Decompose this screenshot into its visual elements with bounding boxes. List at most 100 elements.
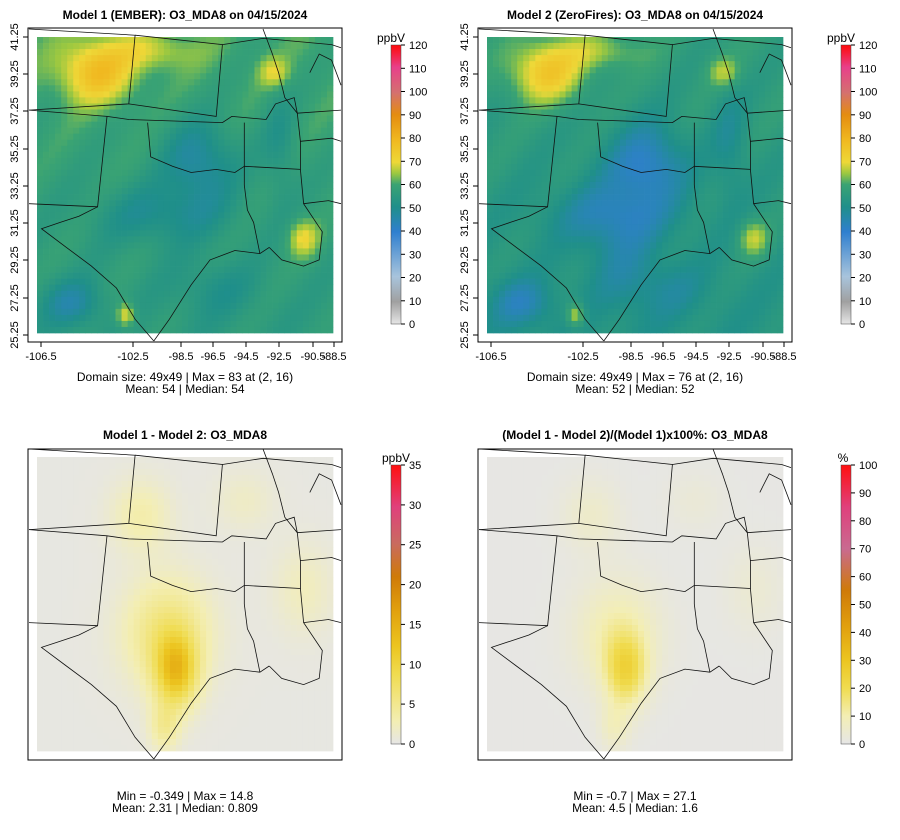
heatmap-cell	[662, 121, 669, 128]
heatmap-cell	[103, 248, 110, 255]
heatmap-cell	[163, 181, 171, 189]
heatmap-cell	[139, 254, 147, 261]
heatmap-cell	[535, 139, 542, 147]
heatmap-cell	[565, 97, 572, 104]
heatmap-cell	[680, 242, 687, 249]
heatmap-cell	[529, 49, 536, 56]
heatmap-cell	[746, 37, 754, 44]
heatmap-cell	[109, 175, 116, 183]
heatmap-cell	[79, 296, 86, 304]
heatmap-cell	[248, 145, 255, 153]
heatmap-cell	[49, 308, 56, 316]
heatmap-cell	[139, 151, 147, 159]
heatmap-cell	[716, 151, 723, 159]
heatmap-cell	[242, 73, 249, 80]
heatmap-cell	[206, 308, 213, 316]
heatmap-cell	[631, 103, 639, 110]
heatmap-cell	[290, 79, 298, 86]
heatmap-cell	[145, 230, 153, 237]
heatmap-cell	[644, 284, 651, 292]
heatmap-cell	[85, 194, 92, 201]
heatmap-cell	[85, 212, 92, 219]
heatmap-cell	[571, 133, 578, 141]
heatmap-cell	[764, 290, 772, 298]
heatmap-cell	[103, 326, 110, 334]
heatmap-cell	[613, 175, 621, 183]
heatmap-cell	[499, 260, 506, 267]
heatmap-cell	[163, 457, 171, 464]
heatmap-cell	[625, 181, 633, 189]
heatmap-cell	[565, 103, 572, 110]
heatmap-cell	[314, 43, 322, 50]
heatmap-cell	[127, 37, 134, 44]
heatmap-cell	[535, 236, 542, 243]
heatmap-cell	[302, 145, 310, 153]
heatmap-cell	[487, 200, 494, 207]
heatmap-cell	[613, 326, 621, 334]
heatmap-cell	[314, 163, 322, 171]
heatmap-cell	[296, 457, 304, 464]
heatmap-cell	[290, 55, 298, 62]
heatmap-cell	[121, 302, 128, 310]
heatmap-cell	[175, 151, 183, 159]
heatmap-cell	[121, 278, 128, 286]
heatmap-cell	[571, 260, 578, 267]
heatmap-cell	[722, 157, 729, 165]
heatmap-cell	[728, 272, 736, 279]
heatmap-cell	[686, 43, 693, 50]
heatmap-cell	[194, 103, 201, 110]
panel-title: Model 1 (EMBER): O3_MDA8 on 04/15/2024	[63, 8, 308, 22]
heatmap-cell	[535, 115, 542, 122]
heatmap-cell	[212, 302, 219, 310]
heatmap-cell	[157, 314, 165, 322]
heatmap-cell	[541, 115, 548, 122]
heatmap-cell	[499, 55, 506, 62]
heatmap-cell	[668, 278, 675, 286]
heatmap-cell	[752, 326, 760, 334]
heatmap-cell	[680, 284, 687, 292]
heatmap-cell	[487, 55, 494, 62]
heatmap-cell	[200, 91, 207, 98]
heatmap-cell	[601, 296, 609, 304]
heatmap-cell	[181, 121, 189, 128]
heatmap-cell	[73, 169, 80, 177]
heatmap-cell	[43, 61, 50, 68]
x-axis: -106.5 -102.5 -98.5 -96.5 -94.5 -92.5 -90.5-88…	[475, 342, 797, 363]
heatmap-cell	[55, 133, 62, 141]
heatmap-cell	[194, 457, 201, 464]
heatmap-cell	[218, 457, 225, 464]
heatmap-cell	[698, 266, 705, 273]
heatmap-cell	[662, 278, 669, 286]
heatmap-cell	[260, 157, 267, 165]
heatmap-cell	[73, 296, 80, 304]
heatmap-cell	[499, 109, 506, 116]
state-border-line	[490, 206, 605, 342]
heatmap-cell	[290, 296, 298, 304]
heatmap-cell	[553, 49, 560, 56]
heatmap-cell	[157, 272, 165, 279]
heatmap-cell	[103, 320, 110, 328]
heatmap-cell	[541, 218, 548, 225]
heatmap-cell	[758, 151, 766, 159]
heatmap-cell	[704, 73, 711, 80]
heatmap-cell	[607, 284, 615, 292]
heatmap-cell	[296, 278, 304, 286]
heatmap-cell	[650, 200, 657, 207]
heatmap-cell	[91, 206, 98, 213]
heatmap-cell	[272, 326, 279, 334]
heatmap-cell	[505, 79, 512, 86]
heatmap-cell	[650, 43, 657, 50]
heatmap-cell	[37, 181, 44, 189]
heatmap-cell	[308, 175, 316, 183]
heatmap-cell	[499, 103, 506, 110]
heatmap-cell	[284, 127, 292, 134]
heatmap-cell	[776, 133, 784, 141]
heatmap-cell	[487, 49, 494, 56]
heatmap-cell	[37, 272, 44, 279]
heatmap-cell	[97, 67, 104, 74]
heatmap-cell	[326, 314, 334, 322]
heatmap-cell	[541, 37, 548, 44]
heatmap-cell	[49, 73, 56, 80]
heatmap-cell	[91, 109, 98, 116]
